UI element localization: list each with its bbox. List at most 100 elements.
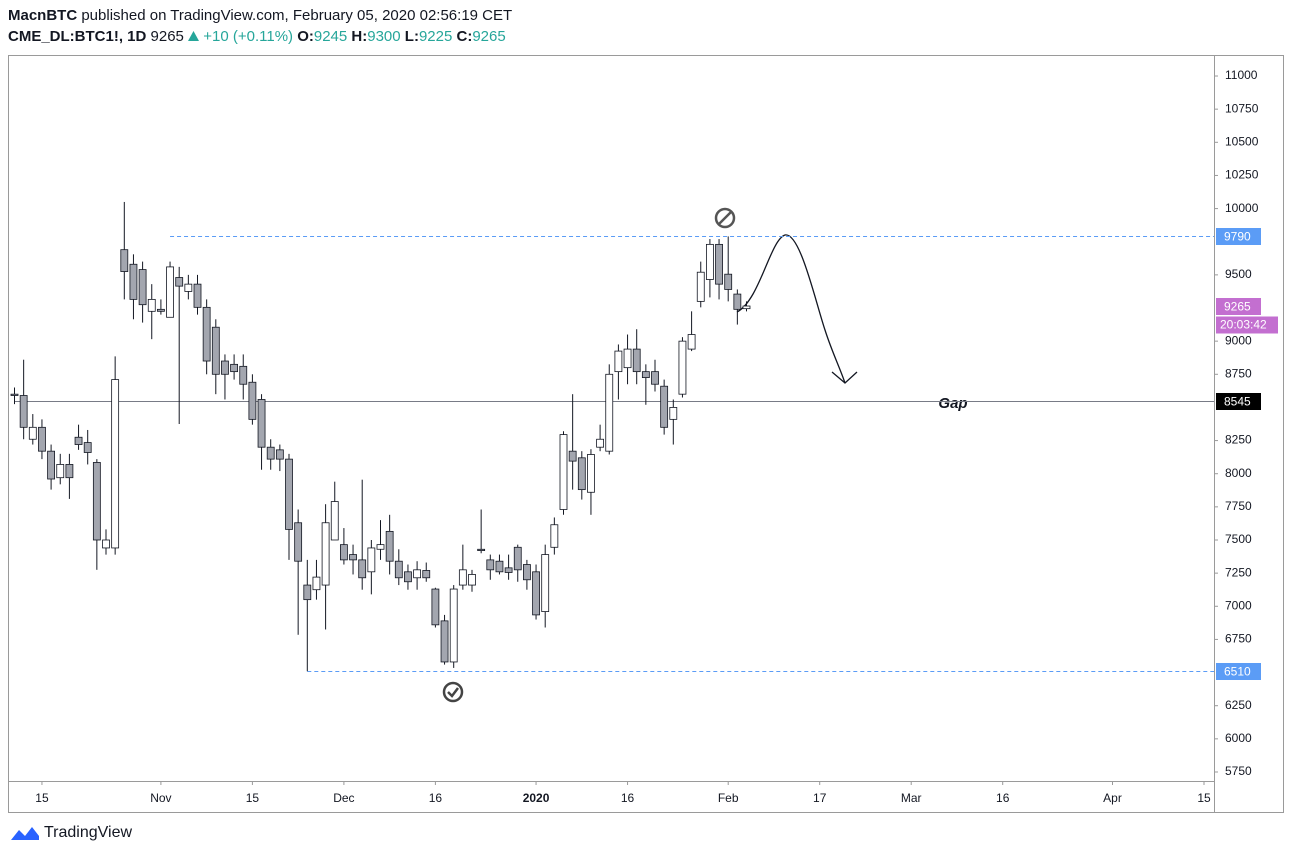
candle-body	[275, 449, 284, 460]
candle-body	[74, 436, 83, 445]
x-tick-label: 17	[813, 791, 827, 805]
candle-body	[38, 426, 46, 452]
candle-body	[193, 283, 202, 308]
x-tick-label: 2020	[523, 791, 550, 805]
candle-body	[330, 501, 339, 541]
x-tick-label: Dec	[333, 791, 354, 805]
y-tick-label: 7000	[1225, 598, 1252, 612]
price-label-box	[1216, 228, 1261, 245]
candle-body	[742, 305, 751, 310]
y-tick-label: 9500	[1225, 267, 1252, 281]
price-label: 9790	[1224, 230, 1251, 244]
candle-body	[422, 570, 431, 579]
candle-body	[614, 350, 623, 373]
candle-body	[221, 360, 229, 375]
price-label-box	[1216, 663, 1261, 680]
symbol-line: CME_DL:BTC1!, 1D 9265 +10 (+0.11%) O:924…	[8, 26, 512, 47]
forbidden-icon	[714, 207, 736, 229]
candle-body	[47, 450, 55, 480]
candle-body	[523, 564, 531, 581]
gap-annotation: Gap	[938, 395, 967, 412]
y-tick-label: 5750	[1225, 764, 1252, 778]
y-tick-label: 8250	[1225, 433, 1252, 447]
ohlc-label: C:	[456, 28, 473, 45]
candle-body	[541, 554, 550, 612]
candle-body	[632, 348, 641, 373]
candle-body	[367, 547, 376, 573]
footer: TradingView	[10, 824, 132, 842]
y-tick-label: 7750	[1225, 499, 1252, 513]
candle-body	[202, 306, 211, 362]
candle-body	[687, 334, 696, 350]
candle-body	[696, 271, 705, 302]
price-label: 6510	[1224, 665, 1251, 679]
check-icon	[442, 681, 464, 703]
y-tick-label: 6250	[1225, 698, 1252, 712]
x-tick-label: 16	[429, 791, 443, 805]
candle-body	[678, 340, 687, 395]
candle-body	[211, 326, 220, 375]
candle-body	[724, 273, 733, 290]
y-tick-label: 9000	[1225, 333, 1252, 347]
open-value: 9245	[313, 28, 348, 45]
candle-body	[156, 308, 165, 312]
countdown: 20:03:42	[1220, 318, 1267, 332]
candle-body	[184, 283, 193, 292]
y-tick-label: 10500	[1225, 134, 1259, 148]
candle-body	[641, 371, 650, 379]
ohlc-label: O:	[297, 28, 314, 45]
y-tick-label: 7250	[1225, 565, 1252, 579]
candle-body	[495, 560, 504, 573]
countdown-box	[1216, 316, 1278, 334]
chart-frame	[8, 55, 1284, 813]
up-triangle	[188, 31, 200, 41]
candle-body	[660, 385, 669, 428]
candle-body	[321, 522, 330, 586]
candle-body	[605, 373, 614, 452]
candle-body	[669, 407, 678, 420]
y-tick-label: 10000	[1225, 201, 1259, 215]
y-tick-label: 11000	[1225, 68, 1258, 82]
candle-body	[239, 365, 248, 385]
candle-body	[230, 363, 239, 373]
candle-body	[349, 554, 357, 561]
x-tick-label: 15	[246, 791, 260, 805]
candle-body	[486, 559, 495, 571]
ohlc-label: L:	[404, 28, 419, 45]
candle-body	[83, 442, 92, 453]
candle-body	[440, 620, 449, 663]
candle-body	[120, 249, 129, 272]
x-tick-label: 16	[621, 791, 635, 805]
brand: TradingView	[44, 824, 133, 841]
candle-body	[550, 524, 559, 548]
candle-body	[285, 458, 293, 530]
candle-body	[147, 298, 156, 312]
candle-body	[458, 569, 467, 586]
candle-body	[568, 450, 577, 462]
candle-body	[266, 446, 275, 460]
candle-body	[56, 464, 65, 479]
header-line: MacnBTC published on TradingView.com, Fe…	[8, 5, 512, 26]
high-value: 9300	[367, 28, 401, 45]
drawn-arrow	[736, 234, 846, 384]
y-tick-label: 6000	[1225, 731, 1252, 745]
change: +10	[203, 28, 229, 45]
candle-body	[294, 522, 303, 562]
change-percent: (+0.11%)	[232, 28, 294, 45]
candle-body	[404, 571, 412, 583]
candle-body	[257, 399, 266, 448]
x-tick-label: 16	[996, 791, 1010, 805]
price-label: 8545	[1224, 395, 1251, 409]
candle-body	[312, 576, 321, 591]
candle-body	[596, 438, 604, 448]
ohlc-label: H:	[351, 28, 368, 45]
candles	[10, 201, 751, 672]
candle-body	[166, 266, 174, 318]
candle-body	[623, 348, 632, 369]
close-value: 9265	[472, 28, 506, 45]
y-tick-label: 7500	[1225, 532, 1252, 546]
candle-body	[385, 530, 394, 562]
candle-body	[715, 243, 723, 285]
candle-body	[92, 462, 101, 541]
